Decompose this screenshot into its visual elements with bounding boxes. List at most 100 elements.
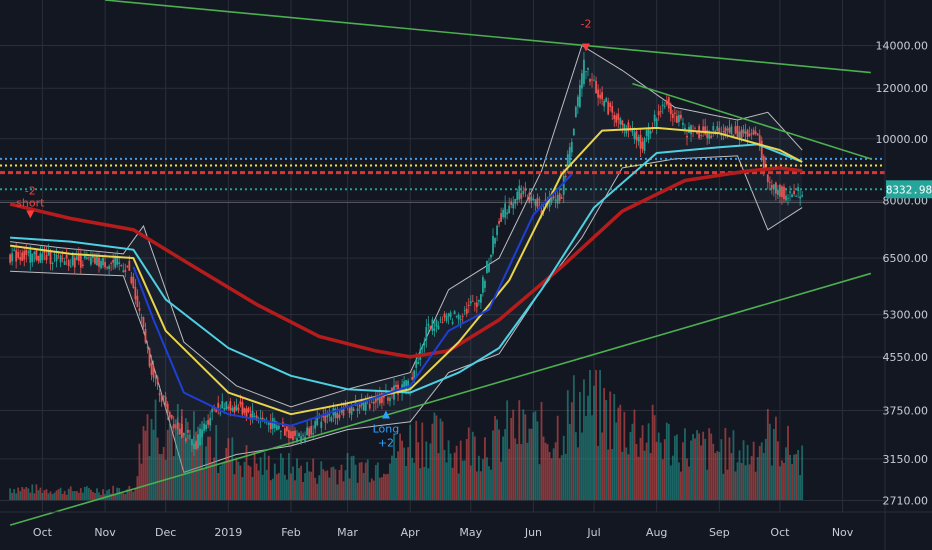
candle-body xyxy=(591,79,593,81)
candle-body xyxy=(643,138,646,151)
volume-bar xyxy=(486,457,488,500)
volume-bar xyxy=(203,468,205,500)
candle-body xyxy=(69,265,72,267)
candle-body xyxy=(348,407,351,414)
volume-bar xyxy=(566,390,569,500)
candle-body xyxy=(585,71,587,73)
volume-bar xyxy=(469,465,472,500)
candle-body xyxy=(659,111,662,113)
candle-body xyxy=(271,418,274,429)
volume-bar xyxy=(81,492,84,500)
candle-body xyxy=(722,131,725,133)
candle-body xyxy=(140,317,143,319)
candle-body xyxy=(45,255,48,261)
candle-body xyxy=(67,260,70,266)
y-tick-label: 5300.00 xyxy=(883,309,929,322)
candle-body xyxy=(471,301,474,302)
candle-body xyxy=(742,129,745,134)
candle-body xyxy=(356,408,359,412)
volume-bar xyxy=(279,453,282,500)
volume-bar xyxy=(122,493,125,500)
candle-body xyxy=(502,209,505,218)
volume-bar xyxy=(463,460,466,500)
volume-bar xyxy=(13,489,16,500)
volume-bar xyxy=(366,459,369,500)
volume-bar xyxy=(134,487,137,500)
volume-bar xyxy=(142,426,145,500)
volume-bar xyxy=(702,431,705,500)
volume-bar xyxy=(9,488,12,500)
volume-bar xyxy=(772,428,775,500)
volume-bar xyxy=(83,486,86,500)
candle-body xyxy=(160,394,163,402)
candle-body xyxy=(641,141,644,150)
volume-bar xyxy=(336,484,339,500)
candle-body xyxy=(120,265,123,266)
volume-bar xyxy=(449,453,452,500)
volume-bar xyxy=(447,440,450,500)
volume-bar xyxy=(451,467,454,500)
volume-bar xyxy=(342,481,345,500)
volume-bar xyxy=(682,442,684,500)
candle-body xyxy=(801,195,804,197)
volume-bar xyxy=(570,402,573,500)
candle-body xyxy=(96,256,98,266)
candle-body xyxy=(639,134,642,149)
volume-bar xyxy=(465,438,468,500)
volume-bar xyxy=(304,473,307,500)
candle-body xyxy=(518,185,521,200)
candle-body xyxy=(389,397,391,402)
volume-bar xyxy=(649,453,652,500)
volume-bar xyxy=(692,433,694,500)
candle-body xyxy=(556,194,559,204)
volume-bar xyxy=(344,470,347,500)
volume-bar xyxy=(508,448,511,500)
volume-bar xyxy=(542,436,545,500)
candle-body xyxy=(53,254,56,256)
volume-bar xyxy=(453,452,456,500)
candle-body xyxy=(148,348,151,367)
volume-bar xyxy=(635,443,638,500)
candle-body xyxy=(207,420,210,425)
volume-bar xyxy=(518,400,521,500)
candle-body xyxy=(595,80,597,94)
volume-bar xyxy=(684,428,686,500)
candle-body xyxy=(718,127,721,133)
volume-bar xyxy=(47,493,50,500)
volume-bar xyxy=(564,453,567,500)
volume-bar xyxy=(637,456,640,500)
volume-bar xyxy=(700,445,703,500)
candle-body xyxy=(128,260,131,271)
candle-body xyxy=(663,106,666,107)
candle-body xyxy=(748,133,751,136)
candle-body xyxy=(554,199,557,202)
volume-bar xyxy=(271,478,274,500)
volume-bar xyxy=(554,442,557,500)
volume-bar xyxy=(57,489,60,500)
volume-bar xyxy=(647,423,650,500)
candle-body xyxy=(98,257,100,267)
volume-bar xyxy=(437,453,440,500)
volume-bar xyxy=(180,409,183,500)
candle-body xyxy=(427,323,430,326)
candle-body xyxy=(702,126,705,131)
candle-body xyxy=(680,114,682,119)
candle-body xyxy=(237,407,240,410)
candle-body xyxy=(94,257,96,264)
candle-body xyxy=(88,257,90,259)
volume-bar xyxy=(716,450,719,500)
volume-bar xyxy=(496,419,498,500)
candle-body xyxy=(455,315,458,317)
candle-body xyxy=(772,184,775,190)
volume-bar xyxy=(617,407,620,500)
candle-body xyxy=(31,253,34,262)
volume-bar xyxy=(273,463,276,500)
volume-bar xyxy=(33,493,36,500)
volume-bar xyxy=(245,445,248,500)
y-tick-label: 4550.00 xyxy=(883,351,929,364)
volume-bar xyxy=(787,425,789,500)
candle-body xyxy=(700,135,703,137)
candle-body xyxy=(380,393,383,404)
candle-body xyxy=(116,258,119,265)
candle-body xyxy=(690,125,692,135)
